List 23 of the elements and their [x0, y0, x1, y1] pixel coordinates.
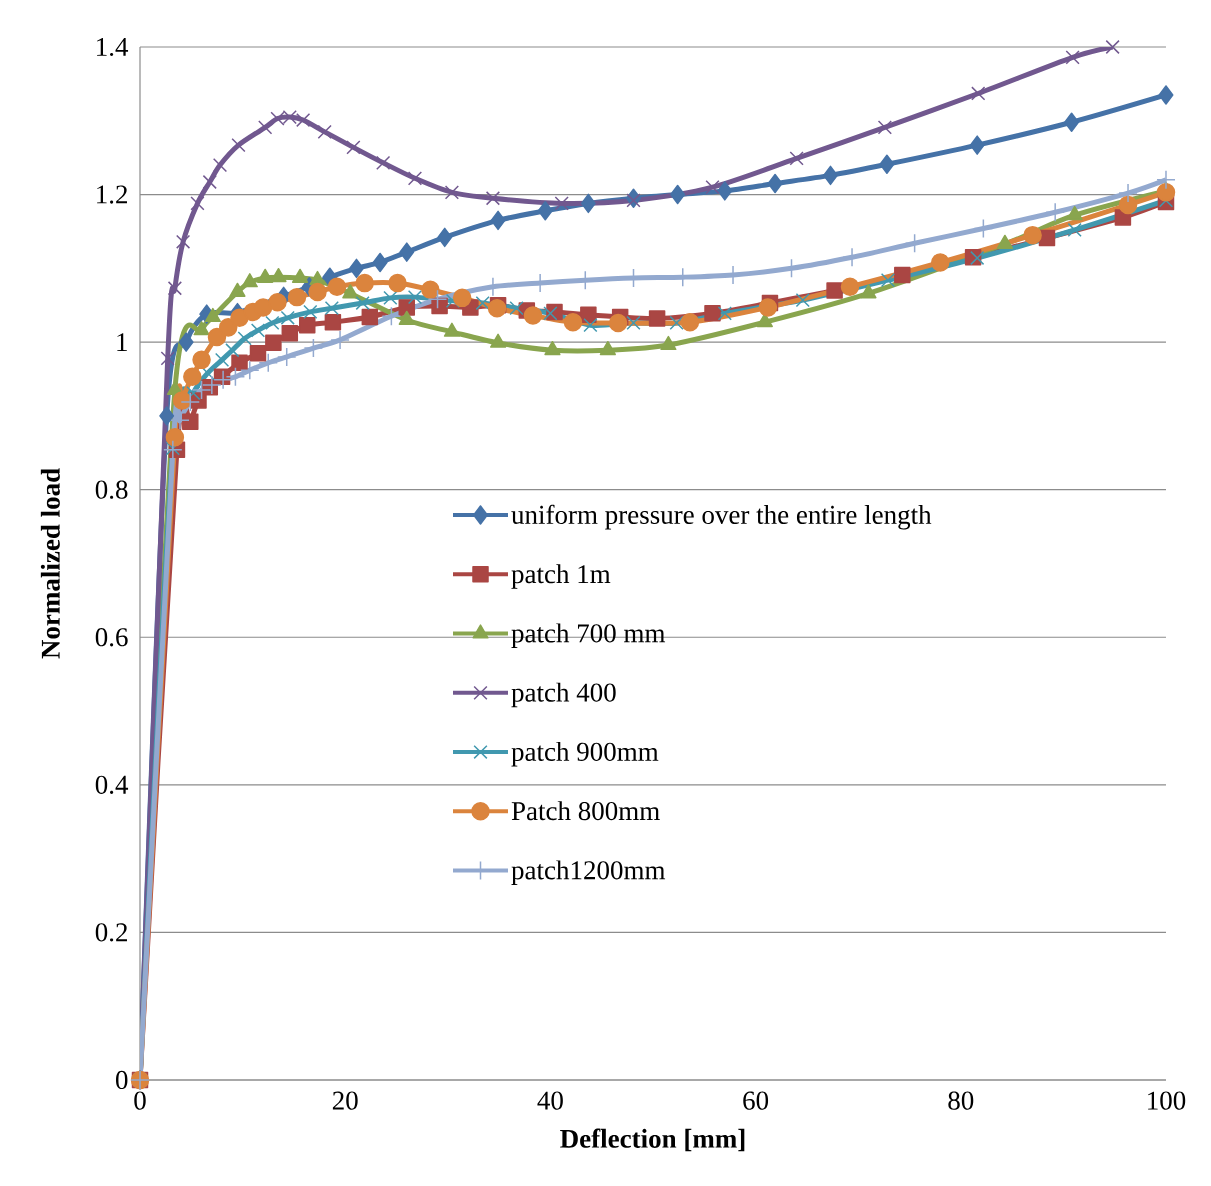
y-tick-label: 0.6 — [95, 628, 128, 647]
y-tick-label: 0.4 — [95, 775, 129, 795]
legend-label: patch 1m — [511, 564, 611, 589]
y-tick-label: 1.2 — [97, 185, 127, 204]
x-tick-label: 20 — [332, 1091, 358, 1110]
y-axis-title: Normalized load — [40, 468, 60, 659]
legend-label: patch 400 — [511, 682, 616, 708]
x-tick-label: 100 — [1148, 1091, 1186, 1110]
x-tick-label: 60 — [743, 1091, 769, 1110]
x-tick-label: 0 — [134, 1091, 146, 1110]
y-tick-label: 0.2 — [95, 923, 127, 942]
legend-label: patch1200mm — [511, 860, 666, 885]
x-axis-title: Deflection [mm] — [560, 1128, 745, 1152]
y-tick-label: 1.4 — [97, 37, 129, 57]
y-tick-label: 0 — [116, 1070, 128, 1090]
legend-label: uniform pressure over the entire length — [511, 504, 932, 530]
y-tick-label: 0.8 — [95, 480, 128, 499]
legend-label: patch 700 mm — [511, 623, 666, 648]
legend-label: Patch 800mm — [511, 801, 660, 821]
x-tick-label: 40 — [537, 1091, 563, 1110]
legend-label: patch 900mm — [511, 741, 659, 767]
x-tick-label: 80 — [948, 1091, 974, 1110]
y-tick-label: 1 — [117, 333, 127, 352]
